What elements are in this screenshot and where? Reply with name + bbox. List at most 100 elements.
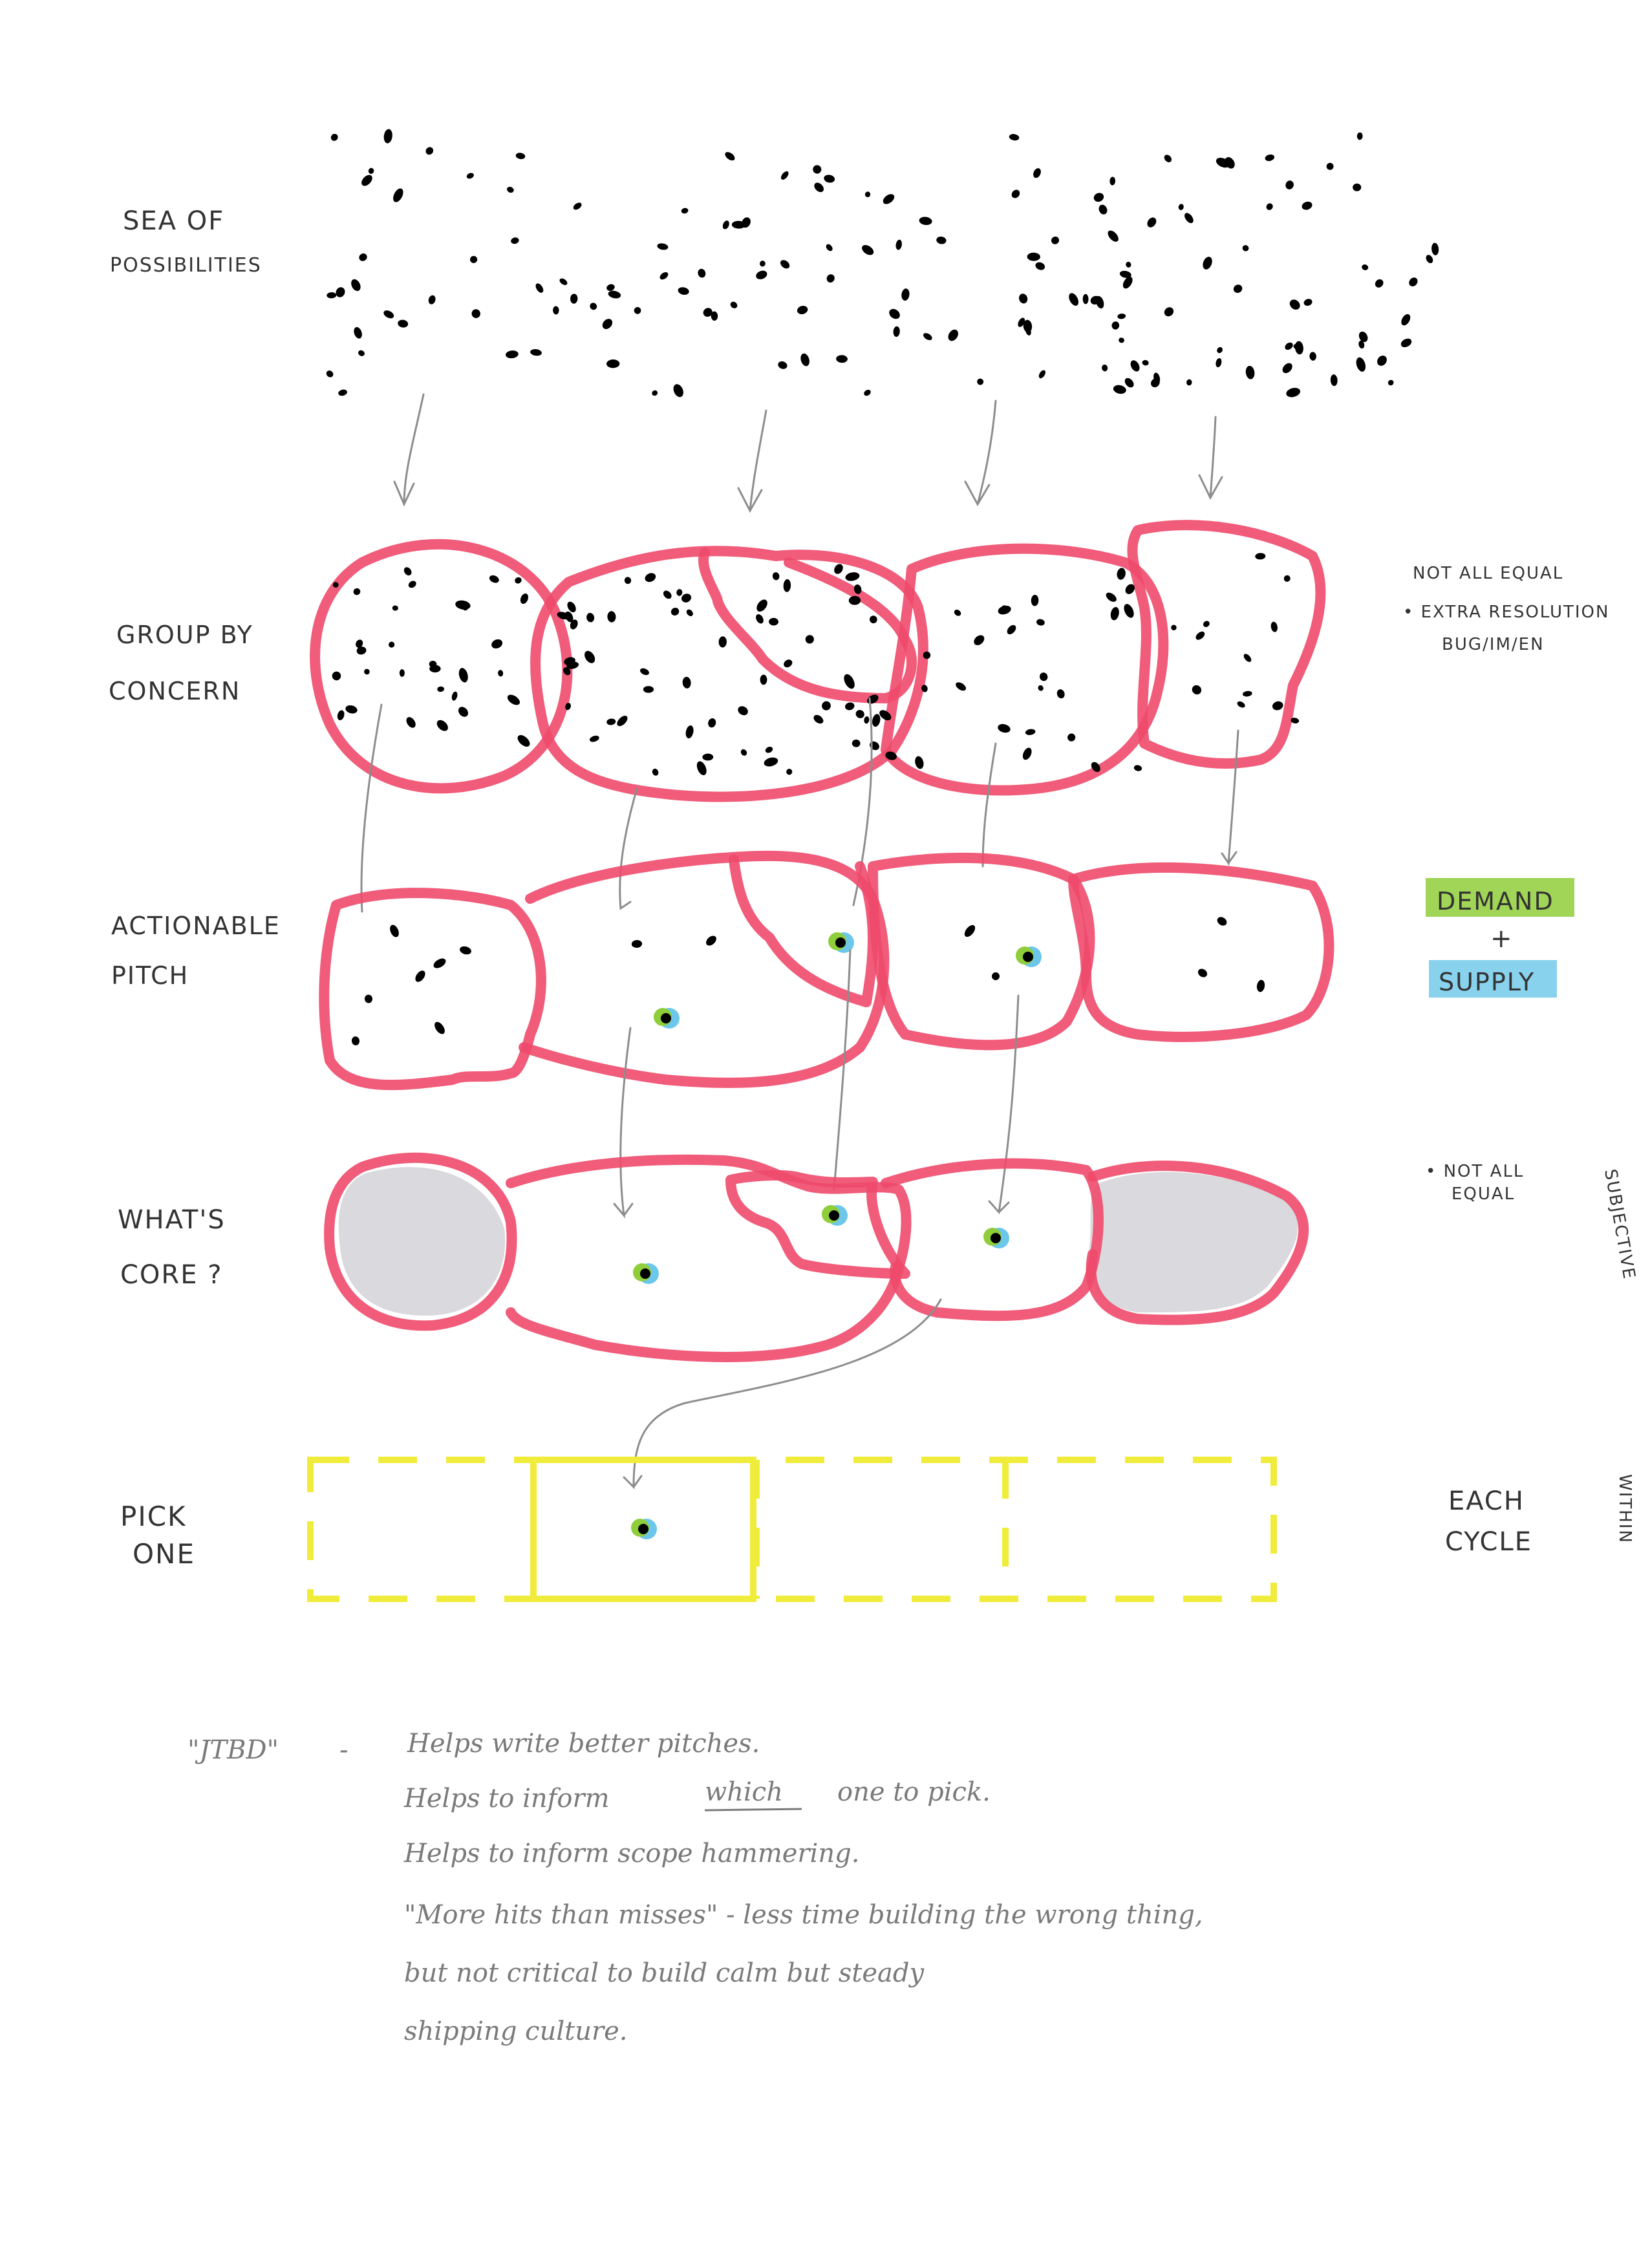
possibility-dot (368, 167, 374, 174)
stage-label-line: ACTIONABLE (111, 912, 281, 940)
arrow (981, 742, 997, 868)
possibility-dot (998, 723, 1011, 733)
possibility-dot (553, 306, 559, 315)
stage-label-pitch: ACTIONABLE PITCH (111, 912, 281, 990)
note-line-emphasis: which (705, 1777, 783, 1807)
possibility-dot (844, 674, 855, 689)
possibility-dot (1192, 685, 1202, 695)
possibility-dot (570, 294, 578, 304)
possibility-dot (358, 350, 365, 356)
supply-highlight (1429, 960, 1557, 998)
possibility-dot (1051, 236, 1060, 244)
possibility-dot (853, 584, 862, 594)
possibility-dot (977, 378, 984, 385)
pitch-blob (868, 852, 1095, 1051)
core-blob (1086, 1161, 1309, 1325)
possibility-dot (1400, 338, 1412, 348)
possibility-dot (998, 605, 1011, 615)
possibility-dot (901, 288, 910, 301)
possibility-dot (466, 173, 474, 179)
possibility-dot (383, 129, 392, 144)
possibility-dot (351, 1036, 360, 1045)
possibility-dot (883, 194, 895, 204)
possibility-dot (390, 925, 399, 937)
core-dots (633, 1205, 1009, 1284)
possibility-dot (805, 635, 814, 644)
possibility-dot (1265, 154, 1275, 162)
arrow (403, 393, 425, 506)
possibility-dot (708, 718, 716, 728)
possibility-dot (738, 706, 748, 716)
possibility-dot (1237, 701, 1245, 708)
possibility-dot (589, 735, 599, 742)
note-line: but not critical to build calm but stead… (404, 1958, 925, 1988)
possibility-dot (607, 611, 616, 623)
possibility-dot (711, 311, 718, 321)
possibility-dot (1093, 193, 1104, 202)
possibility-dot (606, 284, 615, 291)
possibility-dot (921, 685, 928, 692)
possibility-dot (1031, 595, 1039, 606)
possibility-dot (436, 720, 448, 731)
arrow (1209, 416, 1217, 499)
possibility-dot (590, 303, 597, 310)
possibility-dot (470, 255, 478, 263)
possibility-dot (1126, 261, 1131, 268)
possibility-dot (1095, 295, 1104, 309)
possibility-dot (460, 946, 471, 955)
possibility-dot (659, 272, 669, 280)
possibility-dot (415, 970, 425, 982)
possibility-dot (722, 220, 729, 230)
possibility-dot (1108, 230, 1119, 242)
possibility-dot (336, 287, 345, 297)
possibility-dot (870, 741, 879, 751)
stage-label-line: CONCERN (109, 677, 241, 705)
non-core-fill-right (1089, 1171, 1298, 1312)
note-line: Helps to inform scope hammering. (403, 1839, 859, 1868)
possibility-dot (1147, 217, 1157, 228)
plus-label: + (1490, 924, 1514, 954)
possibility-dot (1119, 270, 1131, 278)
possibility-dot (1122, 276, 1133, 289)
possibility-dot (1282, 363, 1292, 374)
arrow (1221, 729, 1239, 866)
possibility-dot (718, 636, 727, 648)
core-blob (725, 1170, 910, 1279)
possibility-dot (824, 175, 835, 183)
arrowhead (1198, 474, 1223, 500)
possibility-dot (1018, 317, 1025, 327)
possibility-dot (507, 186, 514, 193)
side-note-subjective: SUBJECTIVE (1600, 1168, 1639, 1281)
possibility-dot (617, 716, 628, 727)
possibility-dot (515, 153, 526, 160)
possibility-dot (895, 239, 902, 250)
possibility-dot (1293, 343, 1302, 350)
possibility-dot (1133, 765, 1142, 771)
possibility-dot (678, 287, 689, 295)
stage-label-line: GROUP BY (116, 621, 253, 649)
possibility-dot (1197, 968, 1208, 978)
possibility-dot (511, 237, 519, 244)
possibility-dot (458, 707, 469, 717)
possibility-dot (398, 319, 409, 328)
arrow (833, 949, 852, 1191)
possibility-dot (864, 191, 871, 198)
possibility-dot (657, 243, 669, 250)
possibility-dot (1286, 387, 1300, 398)
possibility-dot (353, 588, 361, 595)
possibility-dot (848, 595, 861, 605)
core-item-dot (638, 1524, 648, 1534)
non-core-fill-left (338, 1167, 506, 1316)
possibility-dot (455, 600, 471, 610)
possibility-dot (458, 668, 468, 683)
stage-label-core: WHAT'S CORE ? (118, 1205, 224, 1290)
possibility-dot (764, 757, 778, 767)
possibility-dot (602, 319, 613, 329)
possibility-dot (491, 639, 503, 649)
possibility-dot (451, 691, 458, 701)
possibility-dot (1038, 370, 1046, 379)
possibility-dot (872, 714, 881, 727)
possibility-dot (1289, 299, 1300, 310)
arrowhead (964, 480, 991, 507)
possibility-dot (864, 389, 871, 396)
